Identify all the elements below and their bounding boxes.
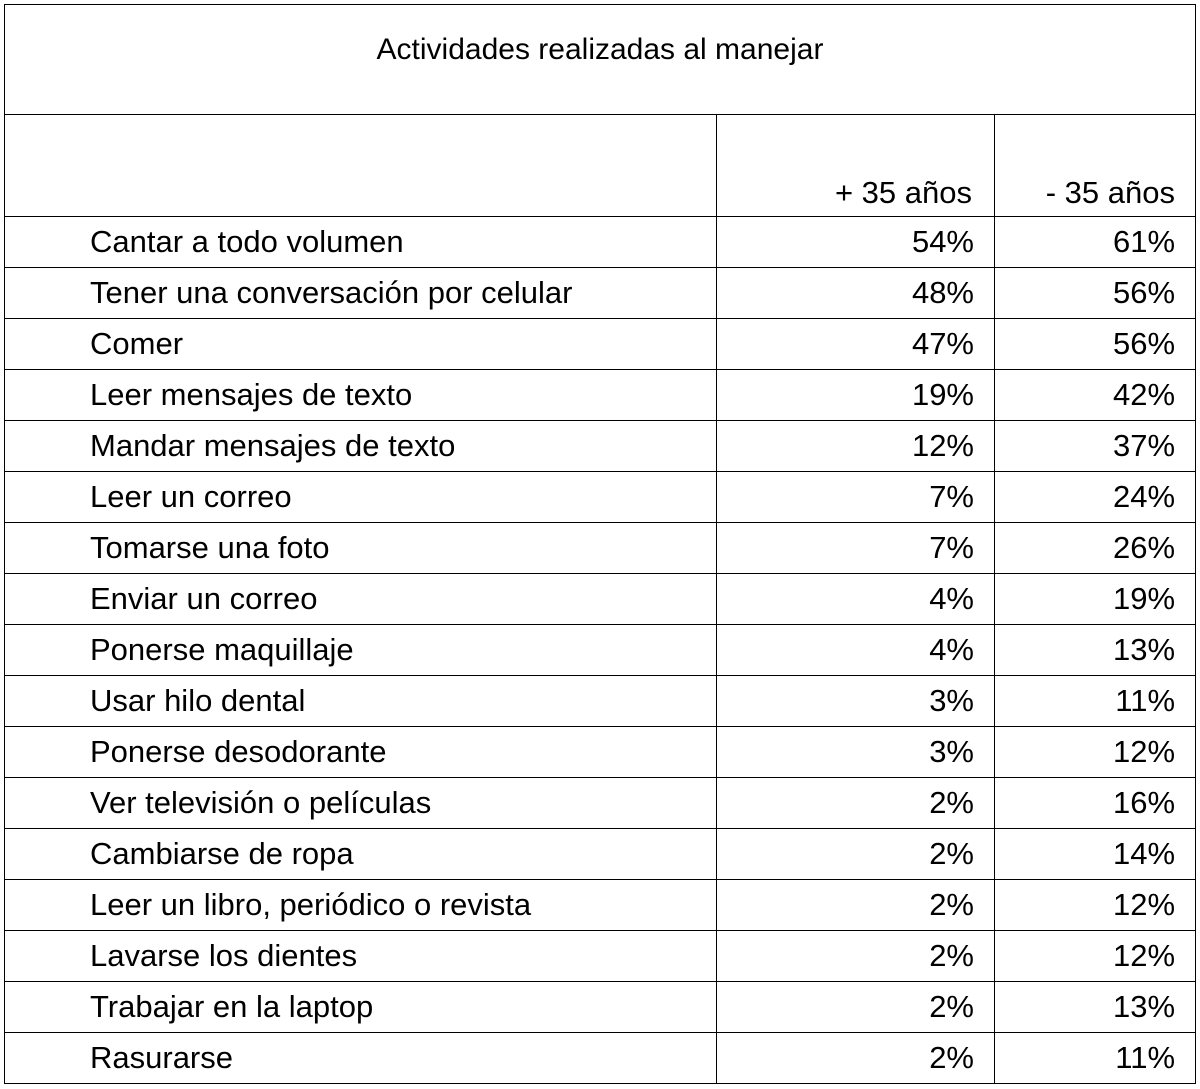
activity-cell: Tener una conversación por celular — [4, 267, 717, 319]
older-value-cell: 7% — [716, 522, 995, 574]
older-value-cell: 2% — [716, 930, 995, 982]
older-value-cell: 54% — [716, 216, 995, 268]
table-row: Enviar un correo 4% 19% — [4, 573, 1197, 625]
activities-table-sheet: Actividades realizadas al manejar + 35 a… — [3, 4, 1197, 1084]
older-value-cell: 48% — [716, 267, 995, 319]
younger-value-cell: 19% — [993, 573, 1197, 625]
activity-cell: Mandar mensajes de texto — [4, 420, 717, 472]
table-title: Actividades realizadas al manejar — [3, 4, 1197, 115]
table-row: Tener una conversación por celular 48% 56% — [4, 267, 1197, 319]
older-value-cell: 3% — [716, 726, 995, 778]
title-row: Actividades realizadas al manejar — [3, 4, 1197, 115]
activity-cell: Trabajar en la laptop — [4, 981, 717, 1033]
table-row: Cantar a todo volumen 54% 61% — [4, 216, 1197, 268]
younger-value-cell: 24% — [993, 471, 1197, 523]
activity-cell: Comer — [4, 318, 717, 370]
header-older: + 35 años — [716, 114, 995, 217]
table-row: Trabajar en la laptop 2% 13% — [4, 981, 1197, 1033]
activities-table: Actividades realizadas al manejar + 35 a… — [3, 4, 1197, 1084]
younger-value-cell: 16% — [993, 777, 1197, 829]
table-row: Ponerse desodorante 3% 12% — [4, 726, 1197, 778]
older-value-cell: 3% — [716, 675, 995, 727]
table-row: Ver televisión o películas 2% 16% — [4, 777, 1197, 829]
activity-cell: Ver televisión o películas — [4, 777, 717, 829]
table-row: Usar hilo dental 3% 11% — [4, 675, 1197, 727]
younger-value-cell: 26% — [993, 522, 1197, 574]
table-row: Leer mensajes de texto 19% 42% — [4, 369, 1197, 421]
older-value-cell: 2% — [716, 879, 995, 931]
younger-value-cell: 11% — [993, 1032, 1197, 1084]
table-row: Lavarse los dientes 2% 12% — [4, 930, 1197, 982]
younger-value-cell: 13% — [993, 981, 1197, 1033]
activity-cell: Rasurarse — [4, 1032, 717, 1084]
younger-value-cell: 61% — [993, 216, 1197, 268]
older-value-cell: 47% — [716, 318, 995, 370]
table-row: Leer un correo 7% 24% — [4, 471, 1197, 523]
younger-value-cell: 12% — [993, 726, 1197, 778]
activity-cell: Lavarse los dientes — [4, 930, 717, 982]
activity-cell: Leer mensajes de texto — [4, 369, 717, 421]
older-value-cell: 2% — [716, 828, 995, 880]
older-value-cell: 2% — [716, 1032, 995, 1084]
header-younger: - 35 años — [993, 114, 1197, 217]
activity-cell: Leer un libro, periódico o revista — [4, 879, 717, 931]
activity-cell: Cantar a todo volumen — [4, 216, 717, 268]
table-row: Tomarse una foto 7% 26% — [4, 522, 1197, 574]
older-value-cell: 4% — [716, 624, 995, 676]
younger-value-cell: 14% — [993, 828, 1197, 880]
activity-cell: Ponerse maquillaje — [4, 624, 717, 676]
younger-value-cell: 42% — [993, 369, 1197, 421]
older-value-cell: 7% — [716, 471, 995, 523]
activity-cell: Leer un correo — [4, 471, 717, 523]
header-row: + 35 años - 35 años — [4, 114, 1197, 217]
younger-value-cell: 13% — [993, 624, 1197, 676]
activity-cell: Tomarse una foto — [4, 522, 717, 574]
older-value-cell: 2% — [716, 981, 995, 1033]
older-value-cell: 4% — [716, 573, 995, 625]
table-row: Cambiarse de ropa 2% 14% — [4, 828, 1197, 880]
older-value-cell: 12% — [716, 420, 995, 472]
younger-value-cell: 56% — [993, 267, 1197, 319]
activity-cell: Usar hilo dental — [4, 675, 717, 727]
younger-value-cell: 56% — [993, 318, 1197, 370]
header-activity — [4, 114, 717, 217]
table-row: Mandar mensajes de texto 12% 37% — [4, 420, 1197, 472]
younger-value-cell: 12% — [993, 930, 1197, 982]
older-value-cell: 2% — [716, 777, 995, 829]
older-value-cell: 19% — [716, 369, 995, 421]
younger-value-cell: 37% — [993, 420, 1197, 472]
younger-value-cell: 11% — [993, 675, 1197, 727]
table-row: Leer un libro, periódico o revista 2% 12% — [4, 879, 1197, 931]
table-row: Comer 47% 56% — [4, 318, 1197, 370]
activity-cell: Enviar un correo — [4, 573, 717, 625]
activity-cell: Cambiarse de ropa — [4, 828, 717, 880]
table-row: Ponerse maquillaje 4% 13% — [4, 624, 1197, 676]
activity-cell: Ponerse desodorante — [4, 726, 717, 778]
table-row: Rasurarse 2% 11% — [4, 1032, 1197, 1084]
younger-value-cell: 12% — [993, 879, 1197, 931]
